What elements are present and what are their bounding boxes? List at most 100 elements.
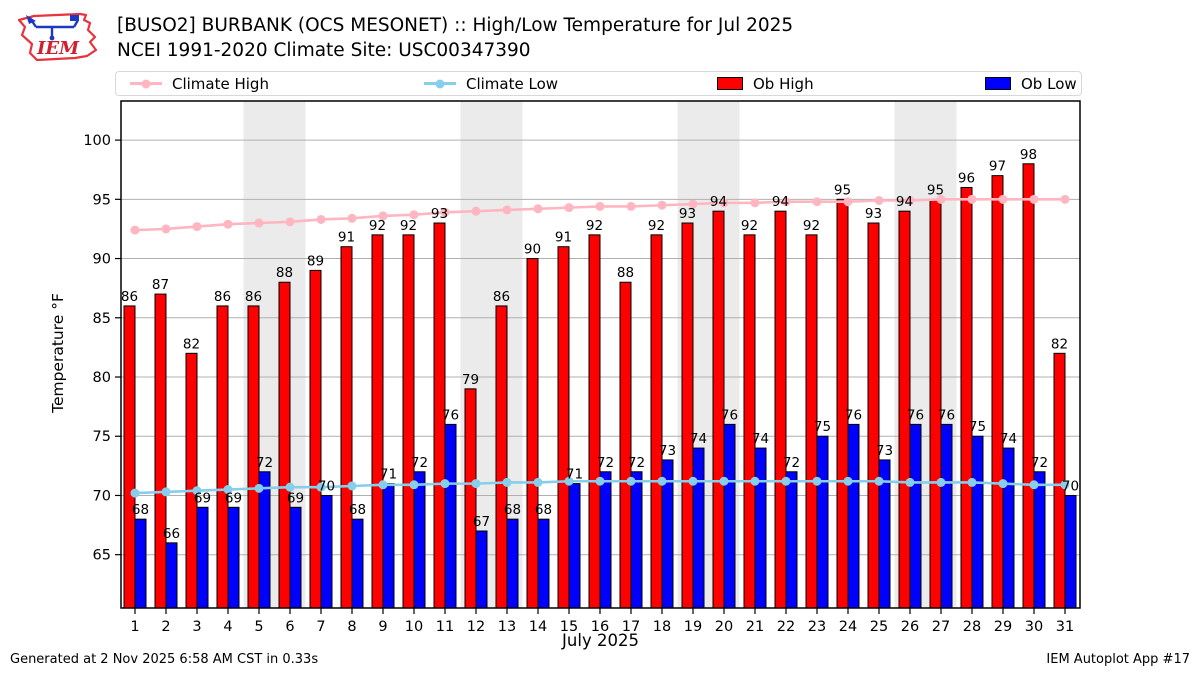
- x-tick-label: 31: [1056, 619, 1074, 635]
- ob-high-value-label: 82: [183, 336, 200, 352]
- ob-high-value-label: 92: [741, 218, 758, 234]
- climate-high-line: [130, 194, 1070, 235]
- ob-high-value-label: 93: [679, 206, 696, 222]
- ob-low-bar-swatch: [985, 77, 1011, 90]
- ob-low-value-label: 74: [752, 431, 769, 447]
- ob-low-value-label: 72: [256, 455, 273, 471]
- line-marker: [440, 207, 450, 217]
- ob-high-value-label: 88: [276, 265, 293, 281]
- line-marker: [378, 480, 388, 490]
- page-title: [BUSO2] BURBANK (OCS MESONET) :: High/Lo…: [117, 15, 794, 36]
- line-marker: [316, 214, 326, 224]
- legend-label: Ob Low: [1021, 74, 1077, 93]
- ob-low-bar: [289, 506, 302, 609]
- ob-low-bar: [1033, 471, 1046, 609]
- line-marker: [626, 476, 636, 486]
- line-marker: [409, 210, 419, 220]
- line-marker: [409, 480, 419, 490]
- ob-low-value-label: 71: [380, 467, 397, 483]
- legend-label: Climate High: [172, 74, 269, 93]
- legend-label: Climate Low: [466, 74, 559, 93]
- line-marker: [1029, 480, 1039, 490]
- ob-low-bar: [134, 518, 147, 609]
- line-marker: [130, 488, 140, 498]
- ob-low-bar: [816, 435, 829, 609]
- ob-high-value-label: 89: [307, 253, 324, 269]
- ob-low-bar: [940, 423, 953, 609]
- line-marker: [688, 199, 698, 209]
- ob-low-bar: [444, 423, 457, 609]
- legend-label: Ob High: [753, 74, 814, 93]
- line-marker: [347, 213, 357, 223]
- line-marker: [471, 479, 481, 489]
- line-marker: [192, 222, 202, 232]
- line-marker: [192, 486, 202, 496]
- ob-low-bar: [630, 471, 643, 609]
- line-marker: [564, 203, 574, 213]
- legend-entry-climate-high: Climate High: [130, 72, 269, 95]
- ob-low-bar: [692, 447, 705, 609]
- iem-logo-graphic: IEM: [17, 12, 98, 62]
- ob-low-bar: [382, 483, 395, 609]
- ob-low-value-label: 69: [287, 490, 304, 506]
- line-marker: [750, 198, 760, 208]
- ob-high-value-label: 91: [338, 230, 355, 246]
- line-marker: [595, 476, 605, 486]
- iowa-outline: [17, 12, 98, 62]
- line-marker: [781, 476, 791, 486]
- ob-low-bar: [723, 423, 736, 609]
- legend-entry-climate-low: Climate Low: [424, 72, 558, 95]
- ob-high-bar: [991, 175, 1004, 609]
- ob-low-value-label: 68: [132, 502, 149, 518]
- line-marker: [750, 476, 760, 486]
- line-marker: [998, 479, 1008, 489]
- ob-high-bar: [1022, 163, 1035, 609]
- ob-low-value-label: 70: [318, 478, 335, 494]
- line-marker: [285, 217, 295, 227]
- bar-value-labels: 86 87 82 86 86 88 89 91 92 92 93 79 86 90 91 92 88 92 93 94…: [121, 147, 1079, 542]
- ob-high-value-label: 95: [834, 182, 851, 198]
- ob-high-bar: [774, 210, 787, 609]
- line-marker: [1060, 480, 1070, 490]
- ob-low-bar: [971, 435, 984, 609]
- x-tick-label: 22: [777, 619, 795, 635]
- line-marker: [254, 218, 264, 228]
- line-marker: [843, 197, 853, 207]
- line-marker: [626, 201, 636, 211]
- x-tick-label: 17: [622, 619, 640, 635]
- x-tick-label: 20: [715, 619, 733, 635]
- y-tick-label: 80: [93, 370, 111, 386]
- x-tick-label: 30: [1025, 619, 1043, 635]
- ob-high-value-label: 79: [462, 372, 479, 388]
- ob-high-value-label: 86: [121, 289, 138, 305]
- line-marker: [874, 196, 884, 206]
- line-marker: [595, 201, 605, 211]
- x-tick-label: 19: [684, 619, 702, 635]
- ob-high-value-label: 94: [896, 194, 913, 210]
- ob-low-value-label: 76: [721, 407, 738, 423]
- x-tick-label: 5: [254, 619, 263, 635]
- line-marker: [130, 225, 140, 235]
- ob-low-bar: [847, 423, 860, 609]
- generated-timestamp: Generated at 2 Nov 2025 6:58 AM CST in 0…: [10, 652, 319, 667]
- ob-high-bar: [123, 305, 136, 609]
- ob-high-bar: [929, 198, 942, 609]
- line-marker: [440, 479, 450, 489]
- line-marker: [781, 197, 791, 207]
- ob-high-bar: [402, 234, 415, 609]
- x-tick-label: 25: [870, 619, 888, 635]
- ob-high-value-label: 86: [214, 289, 231, 305]
- ob-high-bar: [340, 246, 353, 609]
- bars: [123, 163, 1077, 609]
- legend-entry-ob-high: Ob High: [717, 72, 814, 95]
- line-marker: [161, 224, 171, 234]
- ob-low-bar: [165, 542, 178, 609]
- ob-low-bar: [599, 471, 612, 609]
- ob-low-bar: [785, 471, 798, 609]
- line-marker: [843, 476, 853, 486]
- plot-border: [120, 100, 1081, 609]
- x-tick-label: 11: [436, 619, 454, 635]
